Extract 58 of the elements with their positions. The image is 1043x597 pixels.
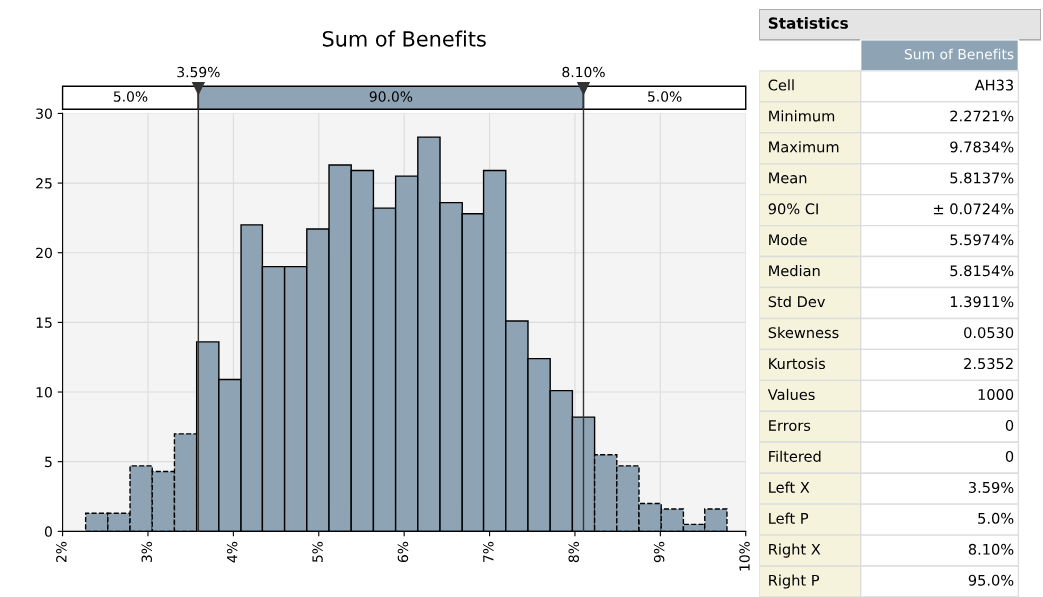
text: 5.8137% [950,172,1014,184]
text: 2.2721% [950,110,1014,122]
y-tick-label: 25 [36,178,52,189]
text: 0 [1005,419,1014,432]
text: 2.5352 [964,358,1013,370]
category-label: Maximum [769,141,839,153]
category-label: Left X [769,481,810,493]
category-label: Filtered [769,450,821,462]
category-label: Right P [769,574,820,589]
category-label: Values [767,388,815,401]
y-tick-label: 0 [44,526,52,537]
x-tick-label: 10% [739,541,750,571]
text: 1.3911% [950,296,1014,308]
x-tick-label: 7% [483,541,494,562]
text: 1000 [978,389,1014,401]
x-tick-label: 6% [397,541,409,563]
text: Statistics [768,17,848,29]
category-label: Left P [769,512,809,524]
category-label: Kurtosis [769,357,825,370]
text: 90.0% [369,91,413,102]
y-tick-label: 20 [36,247,52,259]
text: AH33 [974,79,1013,91]
text: 5.0% [648,91,682,102]
text: ± 0.0724% [933,203,1014,215]
category-label: Skewness [768,326,839,339]
x-tick-label: 9% [653,541,665,563]
text: 5.8154% [950,265,1014,277]
y-tick-label: 15 [36,317,52,328]
text: 5.0% [113,91,148,102]
text: 8.10% [968,543,1014,555]
x-tick-label: 5% [312,541,323,563]
ref-line-label: 3.59% [177,66,220,78]
x-tick-label: 3% [141,541,153,563]
text: 5.0% [978,512,1014,524]
category-label: Minimum [769,110,835,122]
text: 9.7834% [950,141,1014,153]
text: Sum of Benefits [904,48,1014,60]
chart-title: Sum of Benefits [322,30,486,47]
category-label: Median [769,264,820,277]
text: 3.59% [968,481,1014,493]
text: 95.0% [968,574,1014,586]
category-label: Std Dev [768,295,826,308]
category-label: Errors [769,420,811,432]
category-label: 90% CI [768,203,818,215]
x-tick-label: 2% [56,541,67,563]
y-tick-label: 5 [45,456,52,468]
text: 0.0530 [964,327,1014,339]
category-label: Cell [768,79,794,91]
category-label: Right X [769,543,821,558]
category-label: Mean [769,172,807,184]
ref-line-label: 8.10% [562,66,605,78]
x-tick-label: 8% [568,541,579,563]
text: 0 [1005,450,1014,462]
x-tick-label: 4% [226,541,238,563]
y-tick-label: 30 [36,108,52,119]
category-label: Mode [769,234,807,246]
text: 5.5974% [950,234,1014,246]
y-tick-label: 10 [36,387,52,398]
